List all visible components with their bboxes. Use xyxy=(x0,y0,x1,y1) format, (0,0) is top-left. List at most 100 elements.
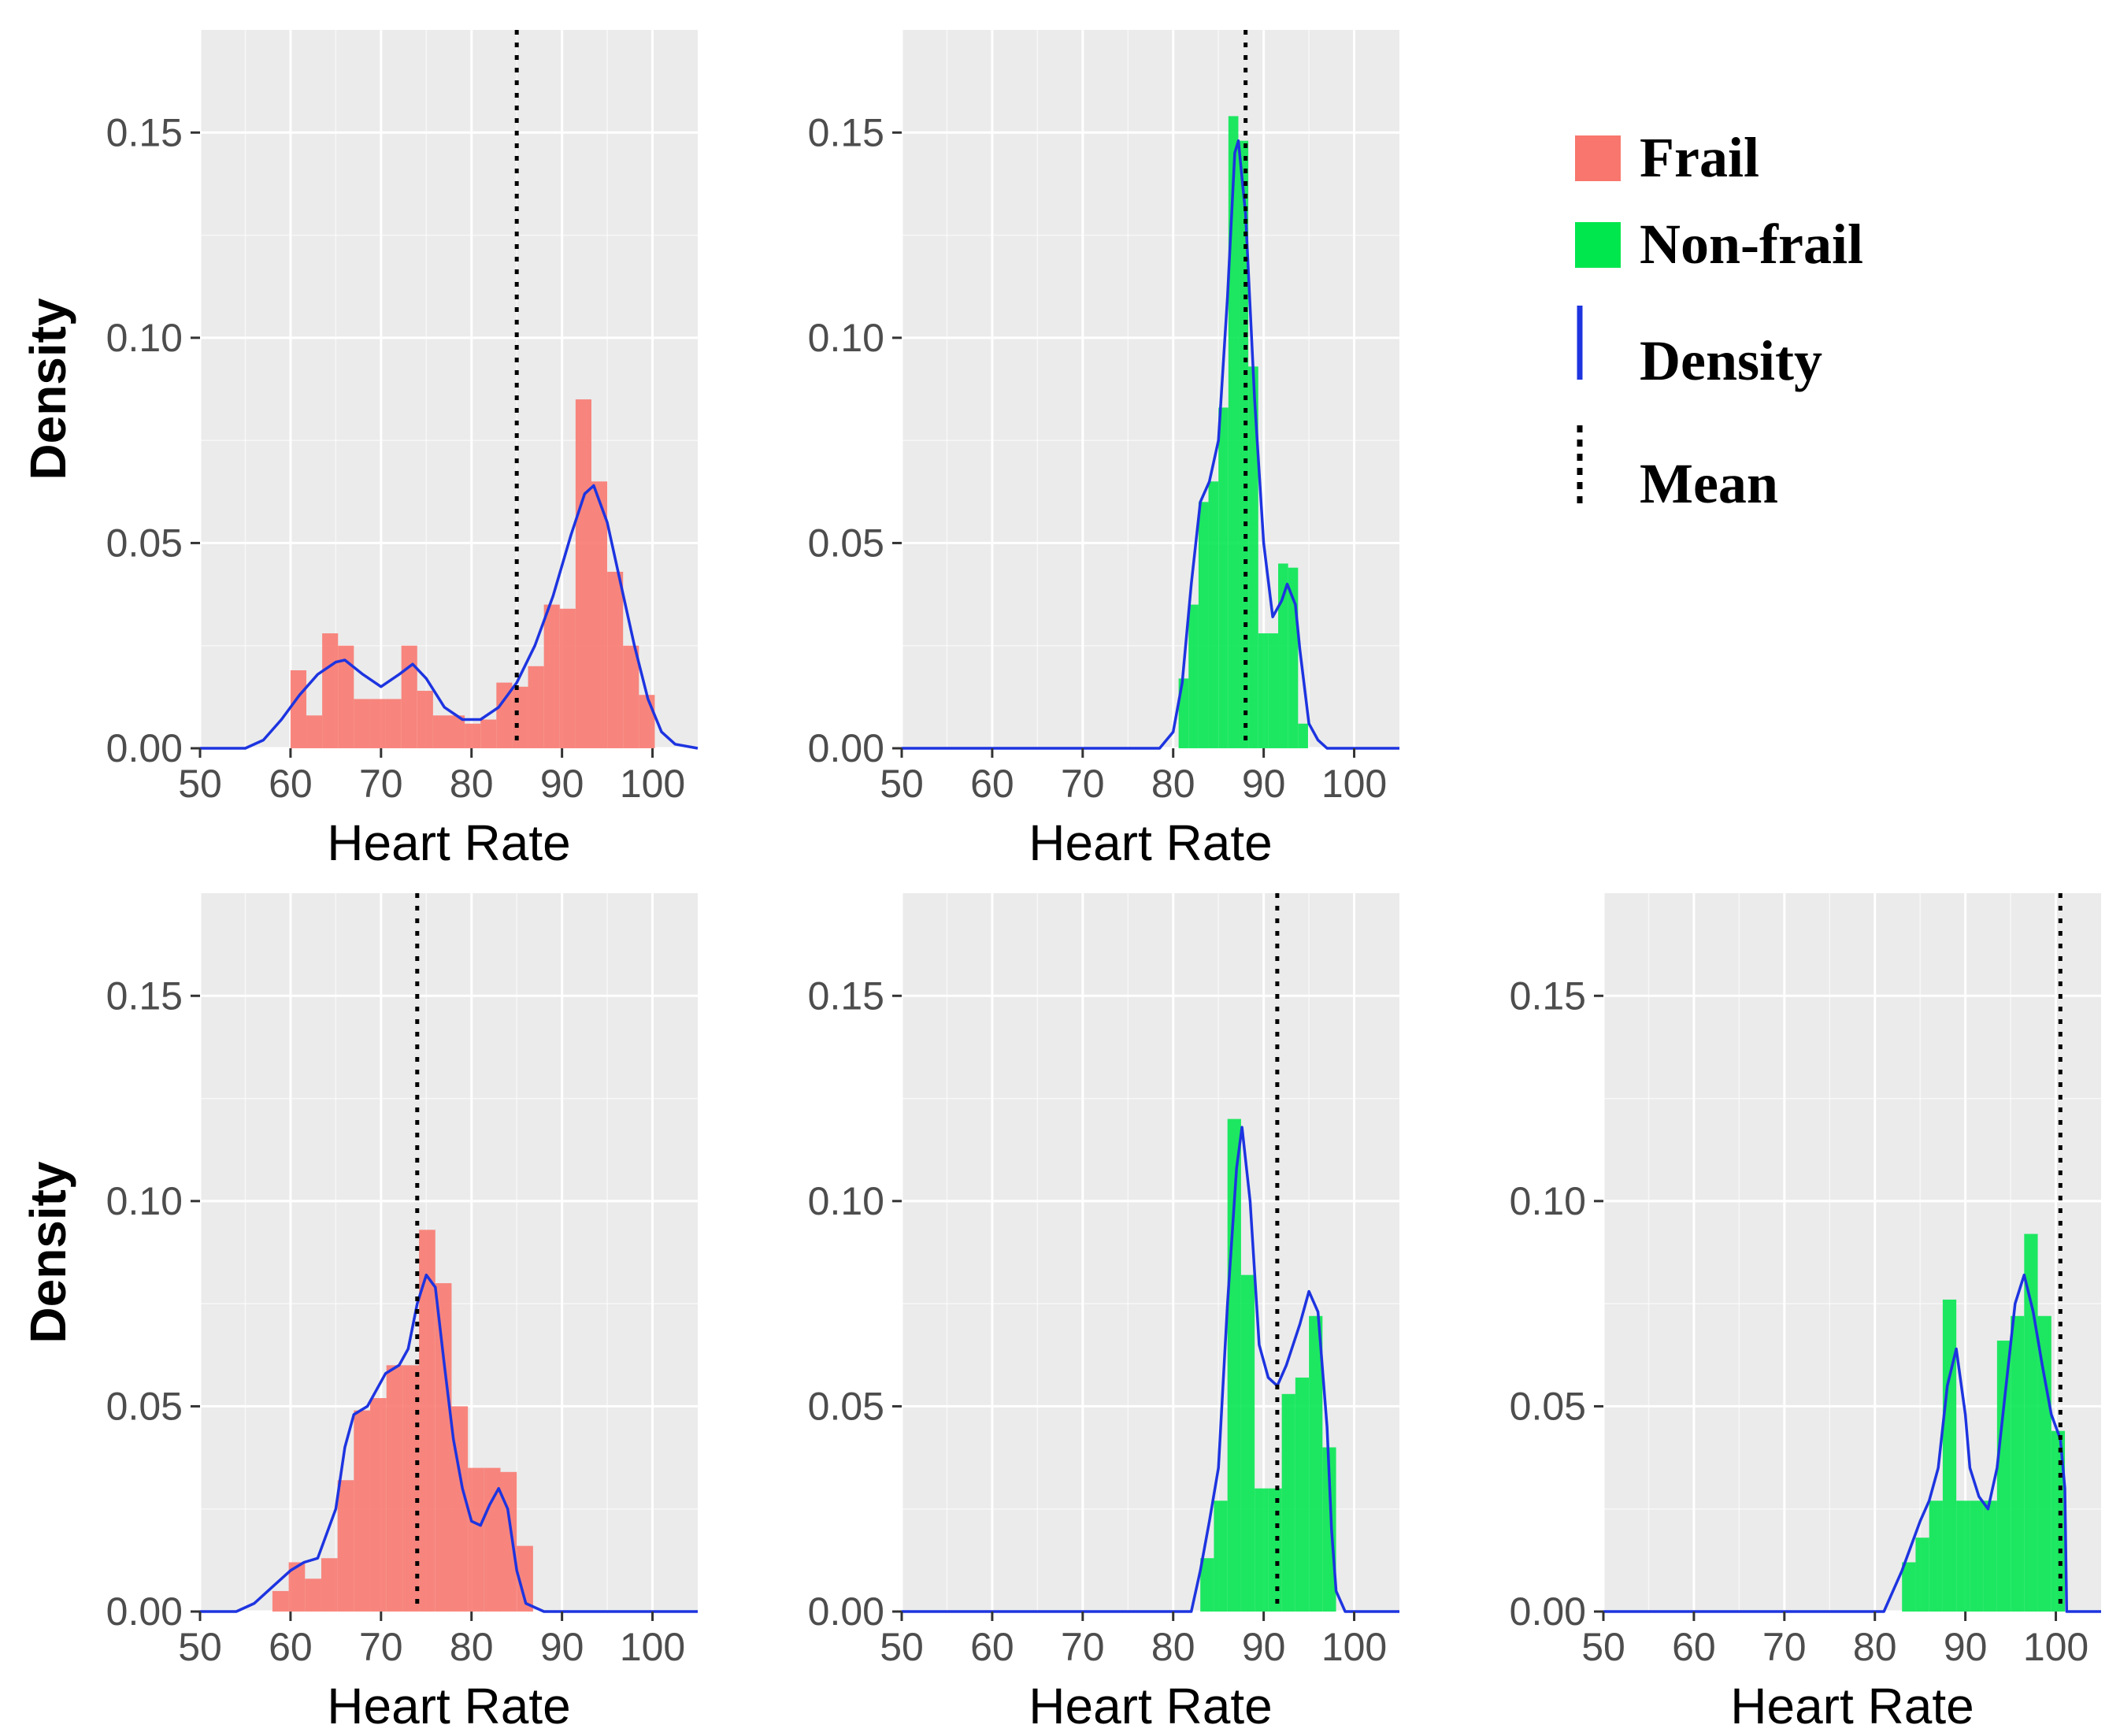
y-tick-label: 0.15 xyxy=(1510,974,1586,1018)
y-tick-label: 0.10 xyxy=(106,316,183,360)
x-tick-label: 90 xyxy=(540,762,584,806)
histogram-bar xyxy=(417,691,433,748)
y-tick-label: 0.05 xyxy=(808,1384,884,1428)
x-tick-label: 70 xyxy=(359,1625,403,1669)
histogram-bar xyxy=(1915,1538,1929,1612)
histogram-bar xyxy=(1983,1500,1997,1612)
histogram-bar xyxy=(1208,481,1219,748)
density-curve xyxy=(902,139,1399,750)
x-tick-label: 60 xyxy=(970,762,1014,806)
histogram-bar xyxy=(449,715,465,748)
legend-frail-label: Frail xyxy=(1640,126,1759,189)
histogram-bar xyxy=(288,1562,306,1612)
histogram-bar xyxy=(2024,1233,2038,1612)
histogram-bar xyxy=(432,715,449,748)
histogram-bar xyxy=(1298,723,1308,748)
legend: Frail Non-frail Density Mean xyxy=(1575,126,1863,515)
histogram-bar xyxy=(465,723,481,748)
x-tick-label: 80 xyxy=(450,762,494,806)
histogram-bar xyxy=(402,1365,420,1612)
legend-mean-label: Mean xyxy=(1640,452,1778,515)
histogram-bar xyxy=(1200,1558,1214,1612)
histogram-bar xyxy=(337,1480,354,1612)
y-tick-label: 0.00 xyxy=(106,726,183,770)
histogram-bar xyxy=(1248,366,1258,748)
histogram-bar xyxy=(1240,1274,1255,1612)
histogram-bar xyxy=(1268,633,1279,748)
histogram-bar xyxy=(338,645,354,748)
density-curve xyxy=(200,1273,698,1613)
x-tick-label: 100 xyxy=(620,762,685,806)
histogram-bar xyxy=(1188,604,1199,748)
y-tick-label: 0.05 xyxy=(808,521,884,565)
histogram-bar xyxy=(1996,1341,2011,1612)
histogram-bar xyxy=(1929,1500,1943,1612)
histogram-bar xyxy=(623,645,639,748)
x-tick-label: 80 xyxy=(1151,1625,1195,1669)
panel-top-left-frail: 50 60 70 80 90 100 0.00 0.05 0.10 0.15 Heart Rate D… xyxy=(20,30,699,871)
legend-frail-swatch xyxy=(1575,135,1621,181)
x-tick-label: 50 xyxy=(1581,1625,1625,1669)
x-tick-label: 70 xyxy=(359,762,403,806)
histogram-bar xyxy=(1214,1500,1228,1612)
histogram-bar xyxy=(1288,567,1299,748)
x-tick-label: 50 xyxy=(880,1625,924,1669)
panel-background xyxy=(200,30,698,748)
histogram-bar xyxy=(607,571,624,748)
x-axis-title: Heart Rate xyxy=(1028,1678,1272,1734)
x-axis-title: Heart Rate xyxy=(327,1678,570,1734)
x-tick-label: 70 xyxy=(1061,1625,1105,1669)
x-tick-label: 60 xyxy=(269,762,313,806)
panel-bottom-left-frail: 50 60 70 80 90 100 0.00 0.05 0.10 0.15 Heart Rate D… xyxy=(20,893,698,1734)
x-tick-label: 80 xyxy=(1151,762,1195,806)
x-tick-label: 90 xyxy=(1242,1625,1286,1669)
panel-background xyxy=(902,30,1399,748)
y-tick-label: 0.15 xyxy=(808,974,884,1018)
x-tick-label: 100 xyxy=(620,1625,685,1669)
histogram-bar xyxy=(484,1467,501,1612)
histogram-bar xyxy=(500,1471,517,1612)
histogram-bar xyxy=(528,666,544,748)
histogram-bar xyxy=(1238,140,1249,749)
y-tick-label: 0.05 xyxy=(106,521,183,565)
histogram-bar xyxy=(1322,1447,1336,1612)
histogram-bar xyxy=(386,1365,403,1612)
histogram-bar xyxy=(1295,1377,1310,1612)
histogram-bar xyxy=(1970,1500,1984,1612)
x-tick-label: 100 xyxy=(2023,1625,2088,1669)
y-tick-label: 0.00 xyxy=(808,726,884,770)
x-axis-title: Heart Rate xyxy=(327,814,570,871)
histogram-bar xyxy=(272,1590,289,1612)
histogram-bar xyxy=(512,686,528,748)
y-tick-label: 0.10 xyxy=(1510,1179,1586,1223)
histogram-bar xyxy=(2037,1315,2051,1612)
legend-density-label: Density xyxy=(1640,329,1822,392)
histogram-bar xyxy=(559,608,576,748)
y-axis-title: Density xyxy=(20,298,76,480)
histogram-bar xyxy=(385,699,402,748)
x-tick-label: 100 xyxy=(1321,1625,1387,1669)
histogram-bar xyxy=(591,481,608,748)
histogram-bar xyxy=(639,695,655,748)
histogram-bar xyxy=(468,1467,484,1612)
histogram-bar xyxy=(1268,1488,1282,1612)
histogram-bar xyxy=(1956,1500,1970,1612)
histogram-bar xyxy=(354,1410,371,1612)
x-axis-title: Heart Rate xyxy=(1730,1678,1974,1734)
histogram-bar xyxy=(543,604,560,748)
histogram-bar xyxy=(419,1230,435,1612)
density-curve xyxy=(1603,1273,2101,1613)
legend-non-frail-swatch xyxy=(1575,222,1621,268)
y-tick-label: 0.15 xyxy=(106,974,183,1018)
density-curve xyxy=(200,484,699,750)
histogram-bar xyxy=(1942,1299,1957,1612)
x-tick-label: 70 xyxy=(1762,1625,1807,1669)
x-tick-label: 80 xyxy=(450,1625,494,1669)
histogram-bar xyxy=(496,682,513,748)
x-tick-label: 90 xyxy=(1944,1625,1988,1669)
x-tick-label: 50 xyxy=(178,1625,222,1669)
histogram-bar xyxy=(1228,116,1239,748)
histogram-bar xyxy=(1218,407,1229,748)
x-tick-label: 50 xyxy=(880,762,924,806)
histogram-bar xyxy=(517,1545,533,1612)
